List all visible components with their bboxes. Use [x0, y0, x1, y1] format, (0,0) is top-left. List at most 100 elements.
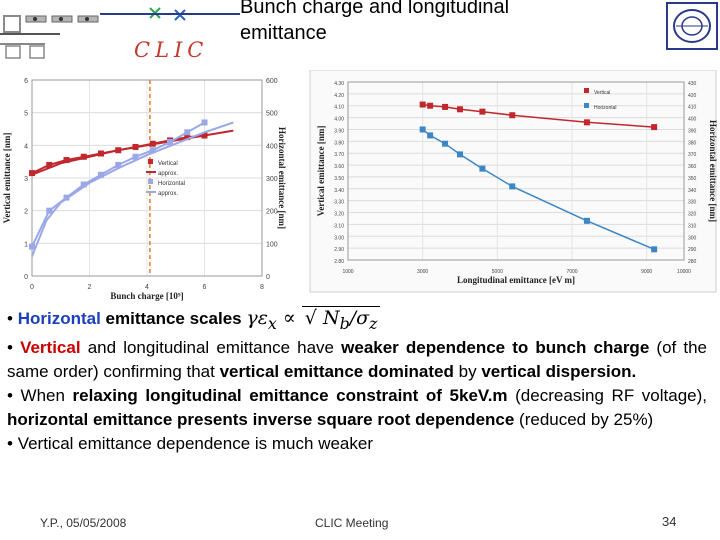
legend-label: Horizontal — [158, 181, 185, 187]
data-point-horizontal — [651, 246, 658, 253]
data-point-horizontal — [29, 243, 35, 250]
y-tick-right-label: 370 — [688, 152, 697, 158]
bullet-4-a: Vertical emittance dependence is much we… — [17, 433, 373, 453]
y-tick-right-label: 290 — [688, 247, 697, 253]
y-tick-right-label: 320 — [688, 212, 697, 218]
header-logo-strip — [0, 0, 240, 70]
data-point-horizontal — [98, 171, 104, 178]
data-point-horizontal — [46, 207, 53, 214]
formula-n: N — [322, 307, 340, 329]
x-tick-label: 2 — [88, 284, 92, 291]
y-tick-right-label: 200 — [266, 209, 278, 216]
y-tick-right-label: 380 — [688, 140, 697, 146]
formula-sub-b: b — [339, 313, 350, 333]
x-tick-label: 0 — [30, 284, 34, 291]
y-tick-right-label: 410 — [688, 105, 697, 111]
y-tick-left-label: 3.10 — [334, 223, 344, 229]
bullet-2-b: (of the same order) confirming that — [7, 337, 707, 381]
bullet-3: • When relaxing longitudinal emittance c… — [7, 385, 707, 429]
legend-label: approx. — [158, 191, 178, 197]
chart-longitudinal-emittance: 2.80 2.90 3.00 3.10 3.20 3.30 3.40 3.50 3.60 3.70… — [309, 70, 718, 293]
y-tick-left-label: 3.20 — [334, 212, 344, 218]
slide-title-line2: emittance — [240, 22, 327, 44]
data-point-vertical — [46, 161, 53, 168]
plot-frame — [347, 81, 685, 261]
y-tick-left-label: 2.80 — [334, 259, 344, 265]
footer-meeting: CLIC Meeting — [315, 516, 389, 530]
y-tick-left-label: 4.00 — [334, 117, 344, 123]
y-tick-left-label: 3.00 — [334, 235, 344, 241]
x-tick-label: 10000 — [677, 269, 691, 275]
y-tick-right-label: 310 — [688, 223, 697, 229]
y-tick-left-label: 2.90 — [334, 247, 344, 253]
y-tick-right-label: 0 — [266, 274, 270, 281]
series-line-vertical-approx- — [31, 129, 234, 176]
y-tick-right-label: 350 — [688, 176, 697, 182]
y-tick-right-label: 420 — [688, 93, 697, 99]
y-tick-left-label: 4.20 — [334, 93, 344, 99]
y-tick-left-label: 6 — [24, 78, 28, 85]
data-point-horizontal — [509, 183, 516, 190]
bullet-1-rest: emittance scales — [100, 309, 242, 328]
legend-swatch — [148, 159, 153, 164]
y-tick-left-label: 3 — [24, 176, 28, 183]
page-number: 34 — [662, 514, 677, 529]
series-line-horizontal-approx- — [31, 121, 234, 257]
bullet-2-c: by — [453, 361, 482, 381]
y-tick-left-label: 3.30 — [334, 200, 344, 206]
data-point-vertical — [29, 170, 35, 177]
data-point-vertical — [509, 112, 516, 119]
y-tick-right-label: 400 — [266, 143, 278, 150]
data-point-horizontal — [115, 161, 122, 168]
y-tick-right-label: 600 — [266, 78, 278, 85]
y-tick-left-label: 3.60 — [334, 164, 344, 170]
data-point-vertical — [419, 101, 426, 108]
bullet-3-bold2: horizontal emittance presents inverse sq… — [7, 409, 515, 429]
cern-logo — [666, 2, 718, 50]
legend-swatch — [584, 103, 589, 108]
y-tick-right-label: 400 — [688, 117, 697, 123]
data-point-horizontal — [583, 217, 590, 224]
bullet-2: • Vertical and longitudinal emittance ha… — [7, 337, 707, 381]
x-tick-label: 7000 — [566, 269, 577, 275]
scaling-formula: γεx ∝ √ Nb/σz — [246, 306, 381, 333]
formula-sqrt: √ Nb/σz — [301, 306, 381, 333]
slide-title-line1: Bunch charge and longitudinal — [240, 0, 510, 18]
data-point-horizontal — [80, 181, 87, 188]
bullet-2-bold: weaker dependence to bunch charge — [341, 337, 650, 357]
legend-label: Vertical — [594, 90, 610, 96]
bullet-3-c: (reduced by 25%) — [514, 409, 654, 429]
y-tick-left-label: 0 — [24, 274, 28, 281]
formula-sub-x: x — [267, 313, 277, 333]
y-tick-right-label: 280 — [688, 259, 697, 265]
legend-swatch — [584, 88, 589, 93]
bullet-3-a: When — [20, 385, 73, 405]
x-tick-label: 3000 — [417, 269, 428, 275]
y-tick-right-label: 390 — [688, 128, 697, 134]
data-point-vertical — [457, 106, 463, 113]
data-point-horizontal — [457, 151, 463, 158]
data-point-horizontal — [427, 132, 434, 139]
bullet-2-a: and longitudinal emittance have — [80, 337, 342, 357]
formula-gamma-eps: γε — [246, 307, 268, 329]
y-tick-left-label: 3.50 — [334, 176, 344, 182]
bullet-1-lead: Horizontal — [17, 309, 101, 328]
bullet-2-bold2: vertical emittance dominated — [219, 361, 454, 381]
data-point-vertical — [479, 108, 486, 115]
y-tick-left-label: 2 — [24, 209, 28, 216]
data-point-horizontal — [479, 165, 486, 172]
x-tick-label: 1000 — [342, 269, 353, 275]
bullet-4: • Vertical emittance dependence is much … — [7, 433, 373, 453]
y-tick-left-label: 5 — [24, 111, 28, 118]
y-tick-left-label: 3.80 — [334, 140, 344, 146]
formula-sub-z: z — [369, 313, 378, 333]
y-tick-right-label: 340 — [688, 188, 697, 194]
legend-label: Horizontal — [594, 105, 617, 111]
y-tick-right-label: 300 — [688, 235, 697, 241]
data-point-vertical — [184, 134, 191, 141]
data-point-vertical — [63, 157, 70, 164]
footer-author-date: Y.P., 05/05/2008 — [40, 516, 127, 530]
data-point-horizontal — [149, 147, 156, 154]
legend-label: Vertical — [158, 161, 178, 167]
y-tick-left-label: 4 — [24, 143, 28, 150]
